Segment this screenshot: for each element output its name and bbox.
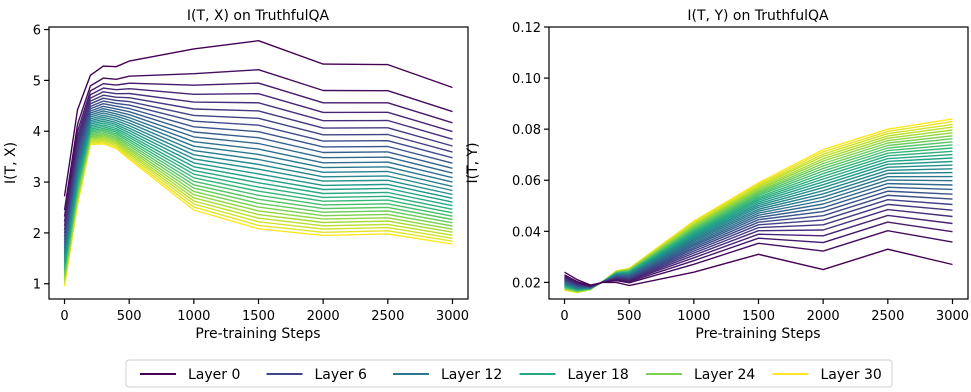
y-tick-label: 2 [33, 227, 41, 242]
legend-label: Layer 30 [821, 367, 882, 383]
layer-3-line [63, 87, 453, 222]
axis-ticks: 0 500 1000 1500 2000 2500 3000 0.02 0.04 0.06 0.08… [512, 21, 969, 324]
legend-item: Layer 18 [519, 367, 629, 383]
legend-item: Layer 0 [140, 367, 240, 383]
x-tick-label: 3000 [436, 309, 469, 324]
x-tick-label: 1000 [677, 309, 710, 324]
layer-6-line [63, 97, 453, 234]
y-tick-label: 0.06 [512, 174, 541, 189]
y-tick-label: 0.08 [512, 123, 541, 138]
x-tick-label: 2000 [807, 309, 840, 324]
y-tick-label: 4 [33, 125, 41, 140]
y-tick-label: 0.12 [512, 21, 541, 36]
y-tick-label: 5 [33, 74, 41, 89]
layer-25-line [564, 132, 953, 293]
chart-ixt-panel: I(T, X) on TruthfulQA 0 500 1000 1500 2000 25… [3, 8, 469, 342]
plot-frame [548, 26, 969, 300]
chart-title: I(T, X) on TruthfulQA [187, 8, 330, 24]
layer-2-line [63, 82, 453, 217]
layer-1-line [63, 68, 453, 211]
legend-item: Layer 6 [266, 367, 367, 383]
y-axis-label: I(T, X) [3, 142, 19, 184]
legend-item: Layer 12 [393, 367, 502, 383]
legend-item: Layer 24 [646, 367, 755, 383]
y-tick-label: 0.10 [512, 72, 541, 87]
legend-label: Layer 6 [315, 367, 367, 383]
layer-4-line [63, 91, 453, 227]
layer-0-line [63, 40, 453, 197]
x-tick-label: 1000 [177, 309, 210, 324]
x-tick-label: 1500 [242, 309, 275, 324]
chart-ity-panel: I(T, Y) on TruthfulQA 0 500 1000 1500 2000 25… [465, 8, 969, 342]
x-tick-label: 0 [560, 309, 568, 324]
y-tick-label: 1 [33, 278, 41, 293]
legend-label: Layer 0 [188, 367, 240, 383]
y-tick-label: 6 [33, 24, 41, 39]
x-axis-label: Pre-training Steps [195, 326, 320, 342]
y-tick-label: 3 [33, 176, 41, 191]
series-lines [564, 118, 953, 294]
x-tick-label: 1500 [742, 309, 775, 324]
legend-label: Layer 12 [441, 367, 502, 383]
x-tick-label: 3000 [936, 309, 969, 324]
x-tick-label: 500 [617, 309, 642, 324]
layer-1-line [564, 229, 953, 287]
y-axis-label: I(T, Y) [465, 142, 481, 183]
x-tick-label: 500 [117, 309, 142, 324]
legend-label: Layer 18 [568, 367, 629, 383]
x-axis-label: Pre-training Steps [695, 326, 820, 342]
plot-frame [48, 26, 469, 300]
legend-label: Layer 24 [694, 367, 755, 383]
series-lines [63, 40, 453, 287]
y-tick-label: 0.02 [512, 276, 541, 291]
chart-title: I(T, Y) on TruthfulQA [687, 8, 829, 24]
legend-item: Layer 30 [772, 367, 882, 383]
axis-ticks: 0 500 1000 1500 2000 2500 3000 1 2 3 4 5 6 [33, 24, 469, 324]
x-tick-label: 2500 [371, 309, 404, 324]
x-tick-label: 2000 [307, 309, 340, 324]
x-tick-label: 0 [60, 309, 68, 324]
legend: Layer 0 Layer 6 Layer 12 Layer 18 Layer 24 La… [125, 359, 893, 388]
legend-frame [125, 359, 893, 388]
x-tick-label: 2500 [871, 309, 904, 324]
layer-5-line [63, 94, 453, 231]
y-tick-label: 0.04 [512, 225, 541, 240]
layer-0-line [564, 248, 953, 287]
layer-7-line [63, 100, 453, 237]
